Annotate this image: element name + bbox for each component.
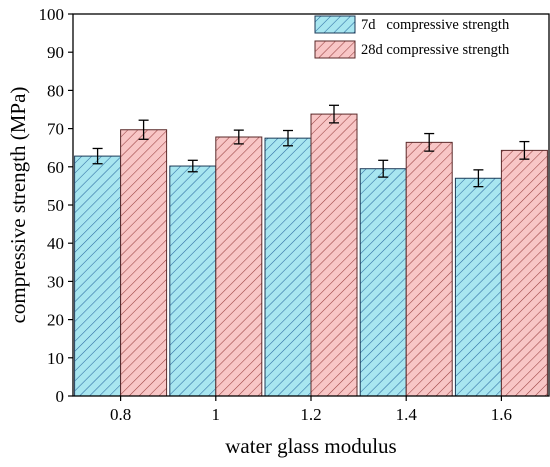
x-tick-label: 0.8 — [110, 405, 131, 424]
y-tick-label: 0 — [56, 387, 65, 406]
bar-28d-1 — [215, 136, 263, 397]
bar-7d-1.6 — [454, 177, 502, 397]
bar-7d-1.2 — [264, 137, 312, 397]
error-bar-28d-1.6 — [519, 140, 530, 160]
bar-7d-1.4 — [359, 168, 407, 397]
error-bars-layer — [92, 104, 530, 188]
error-bar-28d-0.8 — [138, 119, 149, 140]
legend-label: 28d compressive strength — [361, 42, 510, 58]
bars-layer — [74, 113, 548, 397]
y-tick-label: 100 — [39, 5, 65, 24]
bar-7d-1 — [169, 165, 217, 397]
y-tick-label: 70 — [47, 120, 64, 139]
legend-swatch — [314, 40, 356, 59]
y-tick-label: 10 — [47, 349, 64, 368]
x-tick-label: 1.6 — [491, 405, 512, 424]
bar-28d-0.8 — [120, 129, 168, 397]
legend-label: 7d compressive strength — [361, 17, 510, 33]
y-tick-label: 60 — [47, 158, 64, 177]
y-tick-label: 20 — [47, 311, 64, 330]
legend: 7d compressive strength 28d compressive s… — [314, 15, 510, 59]
bar-28d-1.6 — [500, 149, 548, 397]
bar-28d-1.2 — [310, 113, 358, 397]
legend-item-28d: 28d compressive strength — [314, 40, 510, 59]
legend-swatch — [314, 15, 356, 34]
y-tick-label: 40 — [47, 234, 64, 253]
bar-7d-0.8 — [74, 155, 122, 397]
x-tick-label: 1.2 — [300, 405, 321, 424]
x-tick-label: 1 — [212, 405, 221, 424]
y-tick-label: 50 — [47, 196, 64, 215]
y-tick-label: 90 — [47, 43, 64, 62]
bar-28d-1.4 — [405, 141, 453, 397]
error-bar-28d-1.2 — [329, 104, 339, 124]
y-axis: 0 10 20 30 40 50 60 70 80 90 100 — [39, 5, 73, 406]
error-bar-7d-0.8 — [92, 147, 103, 165]
error-bar-7d-1 — [187, 159, 198, 173]
legend-item-7d: 7d compressive strength — [314, 15, 510, 34]
y-tick-label: 80 — [47, 81, 64, 100]
x-tick-label: 1.4 — [396, 405, 418, 424]
error-bar-7d-1.4 — [378, 159, 389, 178]
x-axis-title: water glass modulus — [225, 434, 396, 458]
error-bar-7d-1.2 — [283, 129, 293, 147]
x-axis: 0.8 1 1.2 1.4 1.6 — [110, 396, 512, 424]
error-bar-28d-1 — [233, 129, 244, 145]
y-axis-title: compressive strength (MPa) — [6, 87, 30, 324]
error-bar-7d-1.6 — [473, 169, 484, 188]
error-bar-28d-1.4 — [424, 132, 435, 152]
y-tick-label: 30 — [47, 272, 64, 291]
